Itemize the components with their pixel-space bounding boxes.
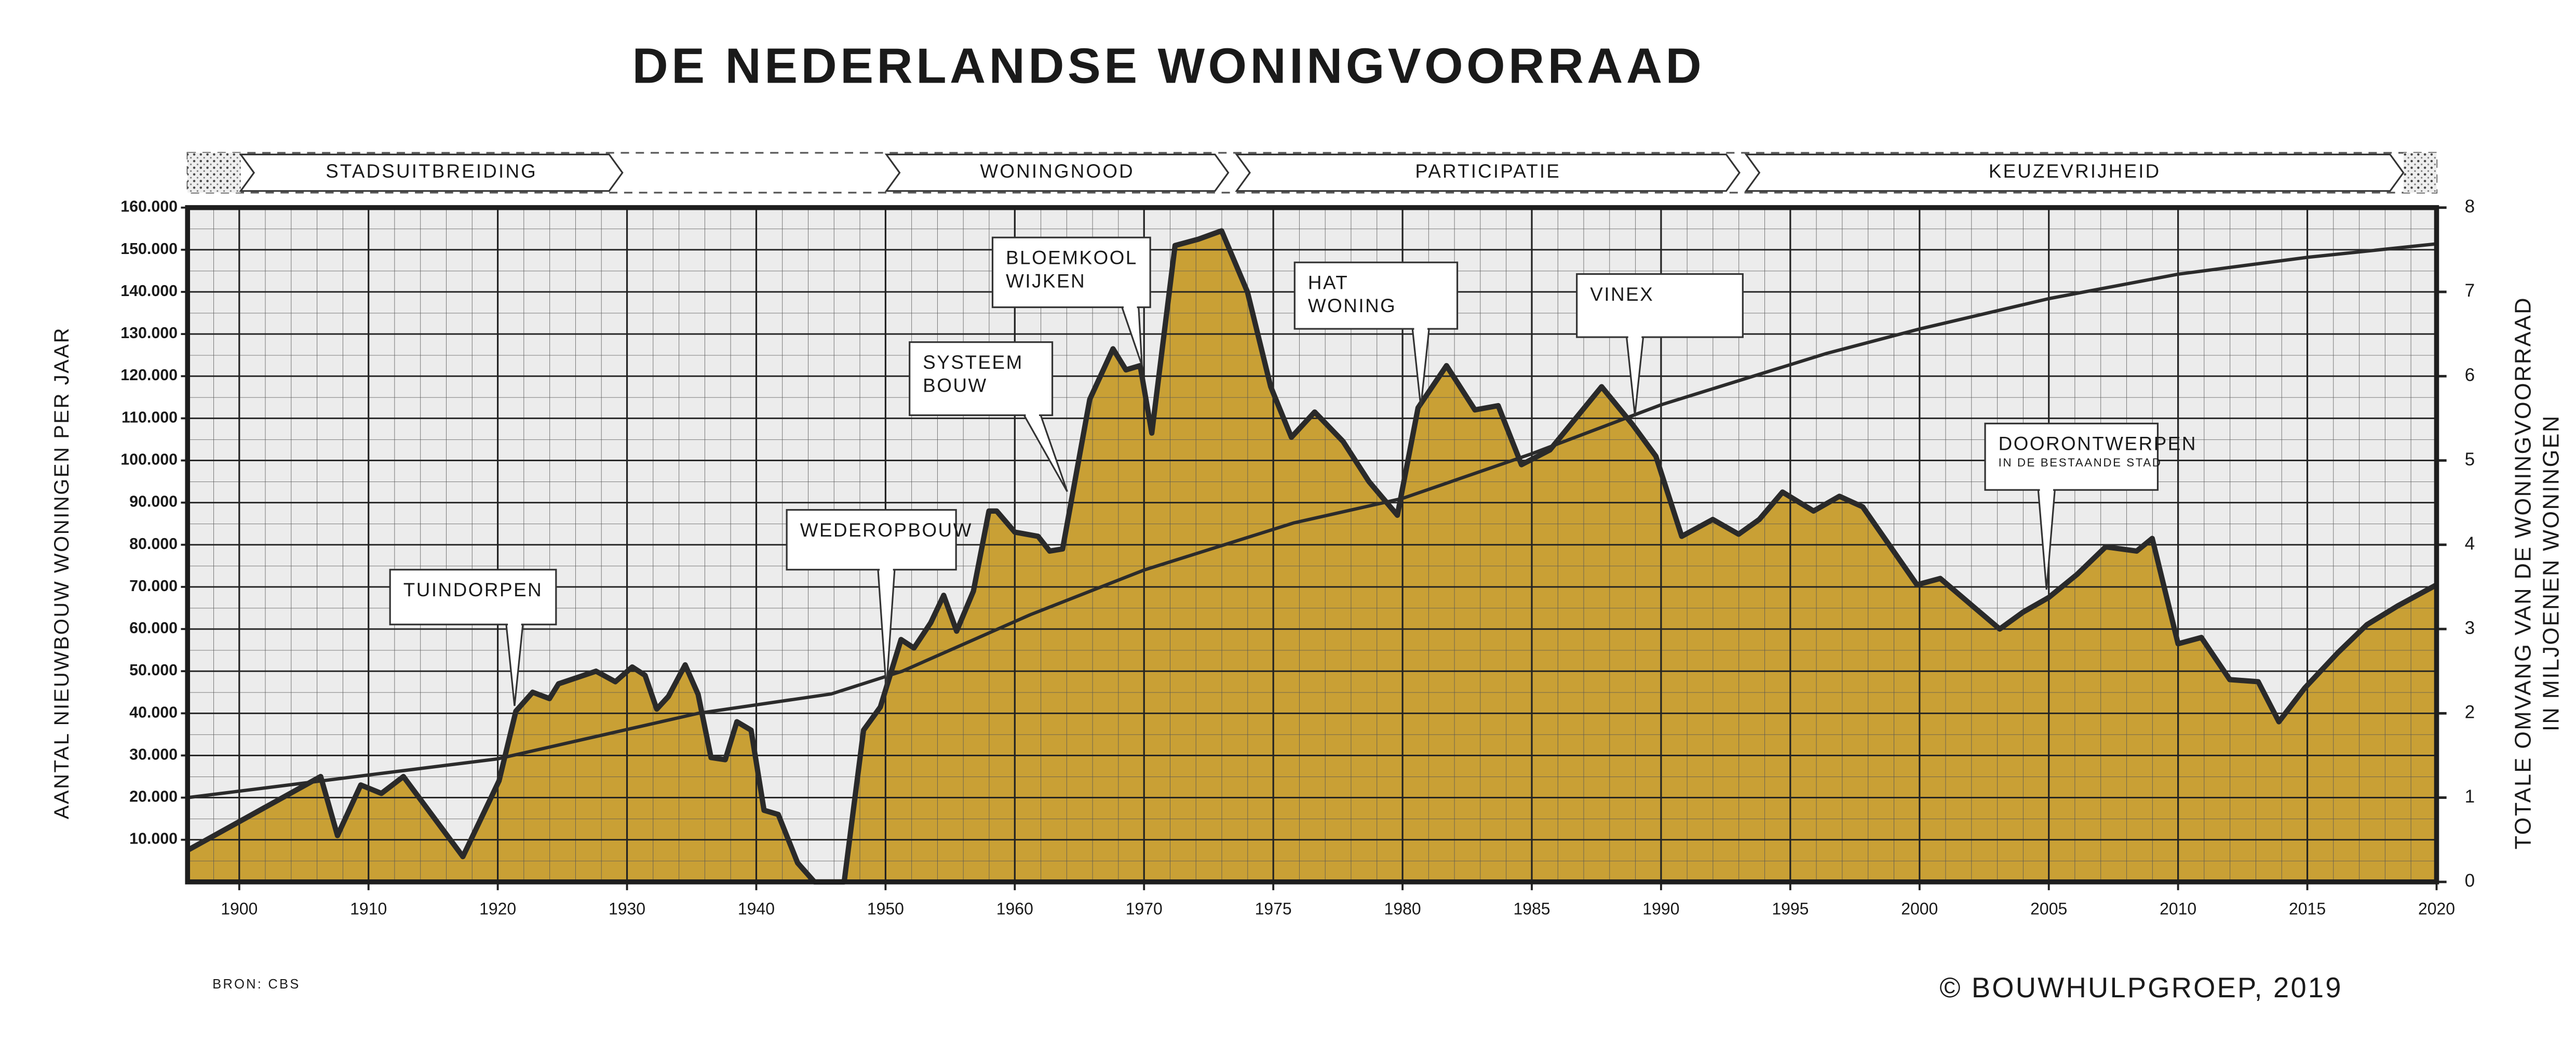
- y2-tick-label: 5: [2465, 449, 2475, 470]
- period-shape: [239, 153, 624, 192]
- x-tick-label: 1930: [609, 900, 645, 918]
- y-tick-label: 70.000: [129, 578, 178, 595]
- y-axis-label: AANTAL NIEUWBOUW WONINGEN PER JAAR: [50, 327, 73, 819]
- y-tick-label: 150.000: [120, 240, 178, 258]
- y2-tick-label: 7: [2465, 280, 2475, 301]
- annotation-text: WIJKEN: [1006, 270, 1086, 291]
- period-ribbon: STADSUITBREIDING WONINGNOOD PARTICIPATIE KE…: [186, 152, 2438, 194]
- y-tick-label: 80.000: [129, 536, 178, 553]
- period-label: WONINGNOOD: [980, 161, 1135, 182]
- y-tick-label: 100.000: [120, 451, 178, 469]
- x-tick-label: 1975: [1255, 900, 1292, 918]
- period-label: KEUZEVRIJHEID: [1989, 161, 2161, 182]
- x-tick-label: 1980: [1384, 900, 1421, 918]
- y2-tick-label: 3: [2465, 618, 2475, 638]
- period-shape: [1235, 153, 1741, 192]
- annotation: DOORONTWERPEN IN DE BESTAANDE STAD: [1984, 422, 2197, 590]
- x-tick-label: 1960: [996, 900, 1033, 918]
- y2-tick-label: 1: [2465, 786, 2475, 807]
- x-tick-label: 2010: [2160, 900, 2196, 918]
- annotation-text: VINEX: [1590, 284, 1654, 305]
- annotation-box: [909, 341, 1054, 416]
- y2-tick-label: 0: [2465, 871, 2475, 891]
- annotation-box: [1576, 273, 1744, 338]
- y2-tick-label: 6: [2465, 365, 2475, 385]
- x-tick-label: 1950: [867, 900, 904, 918]
- y-tick-label: 50.000: [129, 662, 178, 679]
- annotation-text: IN DE BESTAANDE STAD: [1999, 456, 2162, 469]
- y-tick-label: 110.000: [122, 409, 178, 426]
- period-shape: [884, 153, 1230, 192]
- annotation-text: HAT: [1308, 272, 1348, 293]
- annotation-text: BOUW: [923, 375, 988, 396]
- chart-title: DE NEDERLANDSE WONINGVOORRAAD: [632, 38, 1705, 94]
- source-note: BRON: CBS: [212, 977, 300, 992]
- annotation-box: [1293, 261, 1459, 330]
- period-label: PARTICIPATIE: [1415, 161, 1561, 182]
- x-tick-label: 1995: [1772, 900, 1809, 918]
- annotation: VINEX: [1576, 273, 1744, 416]
- x-tick-label: 1900: [221, 900, 258, 918]
- annotation: WEDEROPBOUW: [786, 509, 973, 690]
- x-tick-label: 1970: [1126, 900, 1163, 918]
- y-tick-label: 130.000: [120, 325, 178, 342]
- line: [187, 242, 2437, 799]
- x-tick-label: 2020: [2418, 900, 2455, 918]
- y2-tick-label: 2: [2465, 702, 2475, 723]
- annotation-text: WEDEROPBOUW: [800, 519, 973, 541]
- x-tick-label: 2000: [1901, 900, 1938, 918]
- annotation-box: [1984, 422, 2159, 491]
- y2-tick-label: 4: [2465, 533, 2475, 554]
- ribbon-hatch: [2403, 153, 2437, 193]
- annotation-box: [389, 569, 557, 625]
- annotation-text: WONING: [1308, 295, 1396, 316]
- annotation-text: BLOEMKOOL: [1006, 247, 1138, 269]
- x-tick-label: 2015: [2289, 900, 2326, 918]
- annotation-text: TUINDORPEN: [403, 579, 543, 600]
- x-tick-label: 1920: [479, 900, 516, 918]
- annotation-text: SYSTEEM: [923, 352, 1023, 373]
- x-tick-label: 1985: [1513, 900, 1550, 918]
- y2-axis-label: IN MILJOENEN WONINGEN: [2539, 414, 2564, 731]
- area-outline: [186, 228, 2438, 885]
- y-tick-label: 20.000: [129, 788, 178, 806]
- y-tick-label: 90.000: [129, 493, 178, 511]
- y-tick-label: 60.000: [129, 620, 178, 637]
- y-tick-label: 120.000: [120, 367, 178, 384]
- annotation: TUINDORPEN: [389, 569, 557, 706]
- x-tick-label: 1910: [350, 900, 387, 918]
- copyright: © BOUWHULPGROEP, 2019: [1939, 972, 2342, 1004]
- ribbon-hatch: [187, 153, 241, 193]
- annotation-text: DOORONTWERPEN: [1999, 433, 2197, 454]
- plot-frame: [185, 205, 2439, 885]
- y-tick-label: 40.000: [129, 704, 178, 721]
- y-tick-label: 140.000: [120, 283, 178, 300]
- x-tick-label: 1940: [738, 900, 775, 918]
- y2-axis-label: TOTALE OMVANG VAN DE WONINGVOORRAAD: [2511, 297, 2535, 849]
- annotation-box: [991, 236, 1151, 309]
- period-label: STADSUITBREIDING: [326, 161, 537, 182]
- y2-tick-label: 8: [2465, 196, 2475, 217]
- ribbon-frame: [186, 152, 2438, 194]
- annotation-box: [786, 509, 957, 571]
- y-tick-label: 30.000: [129, 746, 178, 763]
- x-tick-label: 1990: [1642, 900, 1679, 918]
- period-shape: [1744, 153, 2405, 192]
- y-tick-label: 160.000: [120, 198, 178, 216]
- x-tick-label: 2005: [2030, 900, 2067, 918]
- y-tick-label: 10.000: [129, 831, 178, 848]
